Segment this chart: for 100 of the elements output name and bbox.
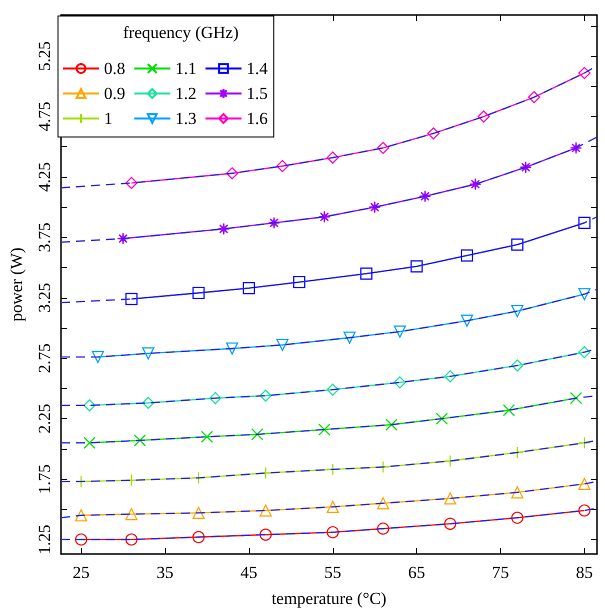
point bbox=[326, 500, 339, 513]
point bbox=[511, 238, 524, 251]
x-tick-label: 65 bbox=[408, 563, 426, 582]
point bbox=[377, 142, 390, 154]
point bbox=[192, 472, 205, 484]
point bbox=[578, 436, 591, 449]
point bbox=[226, 342, 238, 355]
point bbox=[142, 347, 154, 360]
legend-label: 1 bbox=[104, 109, 112, 128]
point bbox=[200, 430, 214, 443]
point bbox=[318, 423, 330, 436]
x-tick-label: 25 bbox=[72, 563, 90, 582]
y-tick-label: 4.75 bbox=[35, 102, 54, 132]
point bbox=[436, 412, 448, 425]
point bbox=[570, 142, 582, 154]
point bbox=[260, 528, 272, 541]
point bbox=[75, 509, 88, 522]
point bbox=[410, 260, 423, 272]
point bbox=[528, 91, 540, 104]
point bbox=[125, 508, 138, 520]
point bbox=[478, 110, 490, 123]
point bbox=[460, 249, 474, 262]
point bbox=[377, 522, 390, 535]
point bbox=[511, 359, 524, 372]
point bbox=[276, 160, 289, 172]
legend-label: 1.4 bbox=[246, 59, 268, 78]
x-tick-label: 55 bbox=[324, 563, 342, 582]
point bbox=[444, 370, 456, 382]
point bbox=[502, 404, 516, 416]
point bbox=[578, 346, 591, 358]
point bbox=[511, 304, 524, 318]
point bbox=[368, 201, 381, 214]
point bbox=[125, 292, 138, 306]
point bbox=[83, 399, 96, 412]
point bbox=[343, 332, 356, 344]
point bbox=[125, 176, 138, 190]
point bbox=[444, 492, 456, 505]
point bbox=[385, 418, 398, 431]
y-tick-label: 3.75 bbox=[35, 222, 54, 252]
point bbox=[75, 533, 88, 546]
point bbox=[209, 392, 222, 404]
line-series bbox=[60, 136, 598, 243]
point bbox=[125, 474, 138, 486]
legend-label: 0.9 bbox=[104, 84, 126, 103]
point bbox=[134, 434, 146, 446]
point bbox=[520, 161, 532, 174]
point bbox=[192, 286, 205, 300]
point bbox=[578, 504, 591, 517]
x-tick-label: 45 bbox=[240, 563, 258, 582]
point bbox=[511, 486, 524, 498]
point bbox=[116, 232, 130, 245]
point bbox=[578, 216, 591, 229]
point bbox=[418, 190, 432, 202]
point bbox=[578, 288, 591, 300]
point bbox=[460, 314, 474, 327]
point bbox=[260, 390, 272, 402]
x-tick-label: 75 bbox=[492, 563, 510, 582]
point bbox=[570, 392, 582, 404]
legend-label: 0.8 bbox=[104, 59, 126, 78]
point bbox=[192, 530, 205, 544]
y-tick-label: 4.25 bbox=[35, 162, 54, 192]
point bbox=[444, 454, 456, 468]
y-tick-label: 2.25 bbox=[35, 404, 54, 434]
point bbox=[578, 478, 591, 490]
point bbox=[242, 282, 255, 294]
legend-label: 1.2 bbox=[175, 84, 196, 103]
y-tick-label: 1.25 bbox=[35, 524, 54, 554]
x-axis-title: temperature (°C) bbox=[272, 589, 386, 608]
legend-label: 1.3 bbox=[175, 109, 196, 128]
x-tick-label: 85 bbox=[576, 563, 593, 582]
y-tick-label: 5.25 bbox=[35, 41, 54, 71]
point bbox=[125, 533, 138, 546]
point bbox=[192, 506, 205, 520]
point bbox=[83, 436, 96, 449]
point bbox=[142, 396, 154, 410]
point bbox=[92, 350, 104, 364]
x-tick-label: 35 bbox=[156, 563, 174, 582]
y-tick-label: 2.75 bbox=[35, 343, 54, 374]
point bbox=[394, 326, 406, 338]
point bbox=[326, 152, 339, 164]
legend-label: 1.6 bbox=[246, 109, 268, 128]
point bbox=[360, 268, 372, 280]
point bbox=[444, 518, 456, 530]
point bbox=[511, 446, 524, 459]
point bbox=[394, 376, 406, 388]
point bbox=[578, 66, 591, 80]
point bbox=[326, 526, 339, 538]
point bbox=[293, 276, 306, 288]
legend-title: frequency (GHz) bbox=[123, 23, 239, 42]
legend-label: 1.1 bbox=[175, 59, 196, 78]
legend-label: 1.5 bbox=[246, 84, 268, 103]
y-axis-title: power (W) bbox=[7, 247, 26, 322]
y-tick-label: 3.25 bbox=[35, 282, 54, 313]
point bbox=[318, 210, 330, 223]
point bbox=[251, 428, 264, 440]
point bbox=[326, 384, 339, 396]
point bbox=[377, 497, 390, 510]
point bbox=[427, 127, 440, 140]
point bbox=[226, 167, 238, 180]
point bbox=[268, 216, 280, 229]
